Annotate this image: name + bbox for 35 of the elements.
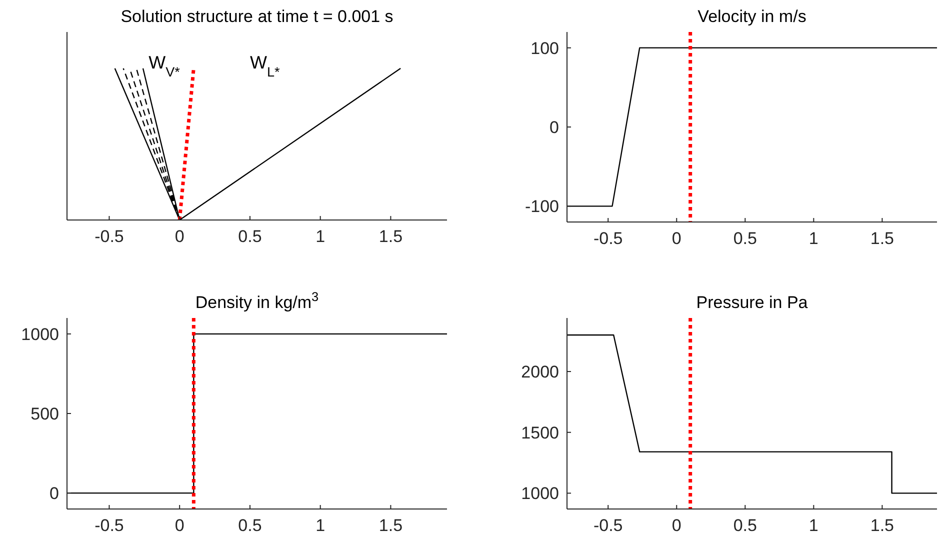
- annotation: W$_{V*}$: [148, 52, 181, 79]
- x-tick-label: 0: [174, 227, 184, 246]
- x-tick-label: 1.5: [870, 516, 894, 535]
- chart-title: Solution structure at time t = 0.001 s: [120, 7, 394, 26]
- y-tick-label: 0: [550, 118, 559, 137]
- x-tick-label: 0.5: [238, 516, 262, 535]
- x-tick-label: 0: [672, 516, 682, 535]
- x-tick-label: -0.5: [593, 229, 623, 248]
- x-tick-label: 1.5: [870, 229, 894, 248]
- x-tick-label: 0: [174, 516, 184, 535]
- x-tick-label: 1.5: [378, 227, 403, 246]
- x-tick-label: 1: [808, 516, 818, 535]
- y-tick-label: 0: [50, 484, 59, 504]
- y-tick-label: 500: [30, 404, 59, 424]
- annotation: W$_{L*}$: [250, 52, 280, 79]
- y-tick-label: 100: [530, 38, 559, 58]
- x-tick-label: 0.5: [238, 227, 262, 246]
- chart-title: Pressure in Pa: [696, 293, 808, 312]
- x-tick-label: 0: [672, 229, 682, 248]
- x-tick-label: 1: [808, 229, 818, 248]
- x-tick-label: 0.5: [733, 229, 757, 248]
- y-tick-label: 1000: [521, 484, 559, 504]
- y-tick-label: 2000: [521, 362, 559, 382]
- x-tick-label: -0.5: [593, 516, 623, 535]
- y-tick-label: -100: [524, 197, 559, 216]
- y-tick-label: 1000: [21, 324, 59, 344]
- x-tick-label: -0.5: [94, 516, 124, 535]
- x-tick-label: 1.5: [378, 516, 403, 535]
- x-tick-label: 1: [316, 227, 326, 246]
- x-tick-label: 0.5: [733, 516, 757, 535]
- x-tick-label: 1: [316, 516, 326, 535]
- chart-title: Velocity in m/s: [698, 7, 806, 26]
- chart-title: Density in kg/m$^{3}$: [195, 288, 319, 312]
- y-tick-label: 1500: [521, 423, 559, 442]
- x-tick-label: -0.5: [94, 227, 124, 246]
